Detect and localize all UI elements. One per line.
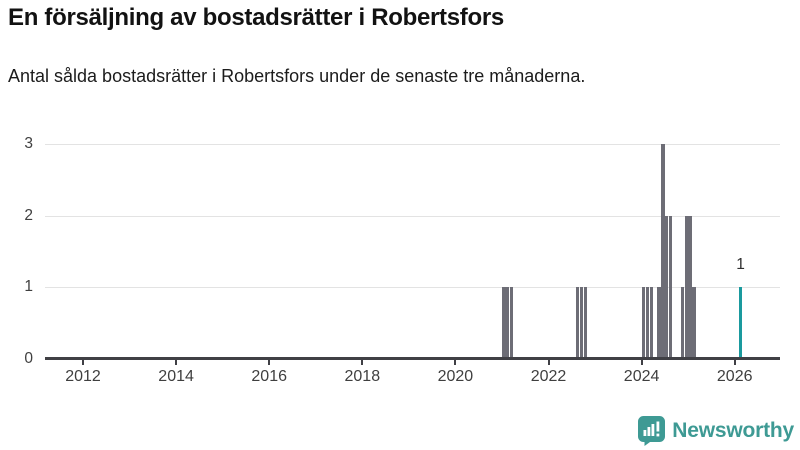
- bar-value-label: 1: [736, 256, 745, 273]
- newsworthy-chart-bubble-icon: [638, 416, 666, 446]
- bar-2024-08: [669, 215, 673, 357]
- x-axis-line: [45, 357, 780, 360]
- bar-2025-01: [688, 215, 692, 357]
- chart-title: En försäljning av bostadsrätter i Robert…: [8, 4, 504, 31]
- x-axis-label: 2018: [344, 368, 381, 385]
- x-axis-label: 2024: [623, 368, 660, 385]
- y-axis-label: 3: [24, 135, 33, 152]
- x-axis-label: 2022: [530, 368, 567, 385]
- x-axis-tick: [733, 359, 736, 365]
- bar-2022-08: [575, 287, 580, 357]
- bar-2022-09: [579, 287, 584, 357]
- y-axis-label: 0: [24, 349, 33, 367]
- bar-2024-07: [665, 215, 669, 357]
- x-axis-tick: [82, 359, 84, 365]
- gridline-y-1: [45, 287, 780, 288]
- bar-2024-05: [657, 287, 661, 357]
- y-axis-label: 2: [24, 206, 33, 224]
- newsworthy-brand-text: Newsworthy: [672, 419, 794, 442]
- bar-2021-03: [510, 287, 514, 357]
- gridline-y-2: [45, 215, 780, 217]
- x-axis-label: 2020: [437, 368, 474, 385]
- bar-2024-02: [645, 287, 650, 357]
- x-axis-label: 2012: [65, 368, 101, 385]
- bar-2024-11: [680, 287, 684, 357]
- x-axis-tick: [454, 359, 457, 365]
- bar-2024-06: [661, 144, 665, 357]
- bar-2024-01: [641, 287, 646, 357]
- chart-subtitle: Antal sålda bostadsrätter i Robertsfors …: [8, 66, 586, 86]
- x-axis-label: 2014: [158, 368, 194, 385]
- bar-2024-03: [649, 287, 653, 357]
- x-axis-tick: [175, 359, 178, 365]
- y-axis-label: 1: [24, 278, 33, 295]
- bar-2024-12: [684, 215, 688, 357]
- bar-2022-10: [583, 287, 587, 357]
- bar-highlight-2026-02: [738, 287, 743, 357]
- x-axis-tick: [268, 359, 271, 365]
- x-axis-tick: [640, 359, 643, 365]
- newsworthy-logo[interactable]: Newsworthy: [638, 416, 794, 446]
- x-axis-tick: [547, 359, 550, 365]
- x-axis-tick: [361, 359, 364, 365]
- bar-2021-01: [502, 287, 506, 357]
- gridline-y-3: [45, 144, 780, 145]
- x-axis-label: 2016: [251, 368, 287, 385]
- x-axis-label: 2026: [716, 368, 753, 385]
- bar-2025-02: [692, 287, 696, 357]
- bar-2021-02: [506, 287, 510, 357]
